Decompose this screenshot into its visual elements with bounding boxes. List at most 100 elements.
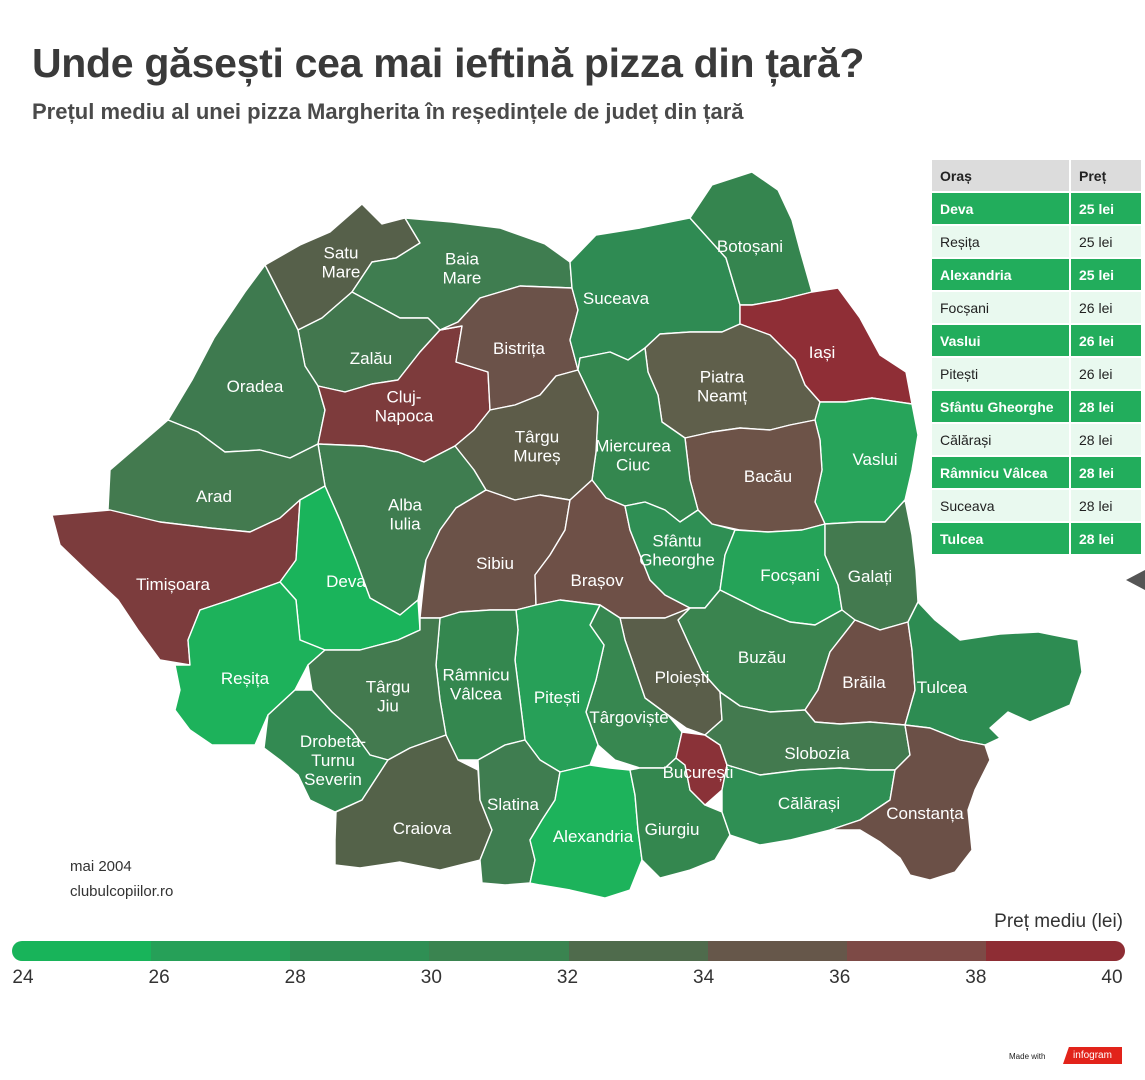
county-label-covasna: Gheorghe: [639, 551, 715, 570]
county-label-suceava: Suceava: [583, 289, 650, 308]
county-label-harghita: Ciuc: [616, 456, 651, 475]
collapse-table-arrow-icon[interactable]: [1126, 570, 1145, 590]
price-cell: 28 lei: [1071, 457, 1143, 490]
legend-color-scale: [12, 941, 1125, 961]
made-with-text: Made with: [1009, 1052, 1046, 1061]
column-header-price[interactable]: Preț: [1071, 160, 1143, 193]
infogram-logo[interactable]: infogram: [1063, 1047, 1122, 1064]
city-cell: Tulcea: [932, 523, 1071, 556]
source-site: clubulcopiilor.ro: [70, 883, 174, 900]
table-row: Tulcea 28 lei: [932, 523, 1143, 556]
county-label-gorj: Jiu: [377, 697, 399, 716]
table-row: Călărași 28 lei: [932, 424, 1143, 457]
county-label-mures: Mureș: [513, 447, 560, 466]
table-header-row: Oraș Preț: [932, 160, 1143, 193]
county-label-alba: Alba: [388, 496, 423, 515]
county-label-mures: Târgu: [515, 428, 559, 447]
county-label-sibiu: Sibiu: [476, 554, 514, 573]
county-teleorman[interactable]: [529, 764, 643, 899]
county-label-alba: Iulia: [389, 515, 421, 534]
legend-tick-label: 38: [965, 967, 987, 988]
source-date: mai 2004: [70, 858, 132, 875]
county-label-valcea: Râmnicu: [442, 666, 509, 685]
county-label-mehedinti: Severin: [304, 770, 362, 789]
price-cell: 28 lei: [1071, 424, 1143, 457]
county-label-dambovita: Târgoviște: [589, 708, 668, 727]
legend-tick-label: 28: [284, 967, 306, 988]
county-label-bistrita: Bistrița: [493, 339, 546, 358]
city-cell: Călărași: [932, 424, 1071, 457]
city-cell: Reșița: [932, 226, 1071, 259]
county-botosani[interactable]: [689, 171, 813, 306]
price-cell: 28 lei: [1071, 391, 1143, 424]
county-label-harghita: Miercurea: [595, 437, 671, 456]
price-cell: 26 lei: [1071, 292, 1143, 325]
price-cell: 26 lei: [1071, 358, 1143, 391]
county-label-satu-mare: Satu: [324, 244, 359, 263]
county-label-neamt: Neamț: [697, 387, 747, 406]
price-cell: 28 lei: [1071, 490, 1143, 523]
legend-title: Preț mediu (lei): [994, 911, 1123, 932]
legend-tick-label: 30: [420, 967, 442, 988]
table-row: Sfântu Gheorghe 28 lei: [932, 391, 1143, 424]
legend-tick-label: 40: [1101, 967, 1123, 988]
county-label-arad: Arad: [196, 487, 232, 506]
county-label-maramures: Mare: [443, 269, 482, 288]
county-label-vaslui: Vaslui: [852, 450, 897, 469]
legend-color-segment: [290, 941, 430, 961]
romania-map: SatuMareBaiaMareZalăuOradeaCluj-NapocaBi…: [51, 171, 1083, 899]
city-cell: Sfântu Gheorghe: [932, 391, 1071, 424]
county-label-giurgiu: Giurgiu: [645, 820, 700, 839]
legend-color-segment: [985, 941, 1125, 961]
county-label-constanta: Constanța: [886, 804, 964, 823]
page-subtitle: Prețul mediu al unei pizza Margherita în…: [32, 99, 744, 124]
county-label-arges: Pitești: [534, 688, 580, 707]
table-row: Suceava 28 lei: [932, 490, 1143, 523]
price-cell: 28 lei: [1071, 523, 1143, 556]
table-row: Pitești 26 lei: [932, 358, 1143, 391]
county-label-covasna: Sfântu: [652, 532, 701, 551]
county-label-prahova: Ploiești: [655, 668, 710, 687]
city-cell: Râmnicu Vâlcea: [932, 457, 1071, 490]
city-cell: Alexandria: [932, 259, 1071, 292]
table-row: Deva 25 lei: [932, 193, 1143, 226]
county-label-buzau: Buzău: [738, 648, 786, 667]
county-label-bihor: Oradea: [227, 377, 284, 396]
county-label-mehedinti: Drobeta-: [300, 732, 366, 751]
county-label-hunedoara: Deva: [326, 572, 366, 591]
city-cell: Suceava: [932, 490, 1071, 523]
price-cell: 25 lei: [1071, 193, 1143, 226]
page-title: Unde găsești cea mai ieftină pizza din ț…: [32, 40, 865, 86]
legend-color-segment: [151, 941, 291, 961]
legend-tick-label: 36: [829, 967, 851, 988]
table-row: Râmnicu Vâlcea 28 lei: [932, 457, 1143, 490]
county-label-caras: Reșița: [221, 669, 270, 688]
price-cell: 25 lei: [1071, 226, 1143, 259]
price-table: Oraș Preț Deva 25 lei Reșița 25 lei Alexandr…: [932, 160, 1143, 556]
table-row: Alexandria 25 lei: [932, 259, 1143, 292]
legend-tick-label: 26: [148, 967, 170, 988]
county-label-maramures: Baia: [445, 250, 480, 269]
city-cell: Vaslui: [932, 325, 1071, 358]
city-cell: Pitești: [932, 358, 1071, 391]
column-header-city[interactable]: Oraș: [932, 160, 1071, 193]
county-label-iasi: Iași: [809, 343, 835, 362]
county-label-tulcea: Tulcea: [917, 678, 968, 697]
legend-color-segment: [429, 941, 569, 961]
county-label-ialomita: Slobozia: [784, 744, 850, 763]
county-tulcea[interactable]: [904, 601, 1083, 746]
county-label-gorj: Târgu: [366, 678, 410, 697]
county-label-timis: Timișoara: [136, 575, 211, 594]
county-label-mehedinti: Turnu: [311, 751, 355, 770]
county-label-cluj: Cluj-: [387, 388, 422, 407]
legend-color-segment: [568, 941, 708, 961]
county-label-botosani: Botoșani: [717, 237, 783, 256]
county-label-brasov: Brașov: [571, 571, 624, 590]
county-label-neamt: Piatra: [700, 368, 745, 387]
county-constanta[interactable]: [829, 724, 991, 881]
county-label-salaj: Zalău: [350, 349, 393, 368]
legend-tick-label: 34: [693, 967, 715, 988]
legend-color-segment: [12, 941, 152, 961]
county-label-olt: Slatina: [487, 795, 540, 814]
legend-tick-label: 32: [556, 967, 579, 988]
